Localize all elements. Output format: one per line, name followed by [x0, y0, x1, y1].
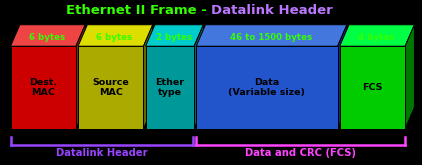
Polygon shape: [76, 25, 85, 129]
Text: Ethernet II Frame -: Ethernet II Frame -: [65, 4, 211, 17]
Text: Ether
type: Ether type: [155, 78, 184, 97]
Polygon shape: [196, 25, 347, 46]
Text: 6 bytes: 6 bytes: [96, 33, 133, 42]
FancyBboxPatch shape: [146, 46, 194, 129]
Polygon shape: [405, 25, 414, 129]
Text: FCS: FCS: [362, 83, 383, 92]
Text: Datalink Header: Datalink Header: [56, 148, 148, 159]
Text: 4 bytes: 4 bytes: [358, 33, 394, 42]
Text: Data
(Variable size): Data (Variable size): [228, 78, 306, 97]
Text: Datalink Header: Datalink Header: [211, 4, 333, 17]
Polygon shape: [146, 25, 203, 46]
Text: 2 bytes: 2 bytes: [155, 33, 192, 42]
Polygon shape: [194, 25, 203, 129]
FancyBboxPatch shape: [340, 46, 405, 129]
Text: Dest.
MAC: Dest. MAC: [29, 78, 57, 97]
Polygon shape: [340, 25, 414, 46]
FancyBboxPatch shape: [11, 46, 76, 129]
Text: 6 bytes: 6 bytes: [29, 33, 65, 42]
Text: Data and CRC (FCS): Data and CRC (FCS): [245, 148, 356, 159]
FancyBboxPatch shape: [196, 46, 338, 129]
Polygon shape: [78, 25, 153, 46]
Text: 46 to 1500 bytes: 46 to 1500 bytes: [230, 33, 312, 42]
Text: Source
MAC: Source MAC: [92, 78, 129, 97]
Polygon shape: [143, 25, 153, 129]
FancyBboxPatch shape: [78, 46, 143, 129]
Polygon shape: [338, 25, 347, 129]
Polygon shape: [11, 25, 85, 46]
